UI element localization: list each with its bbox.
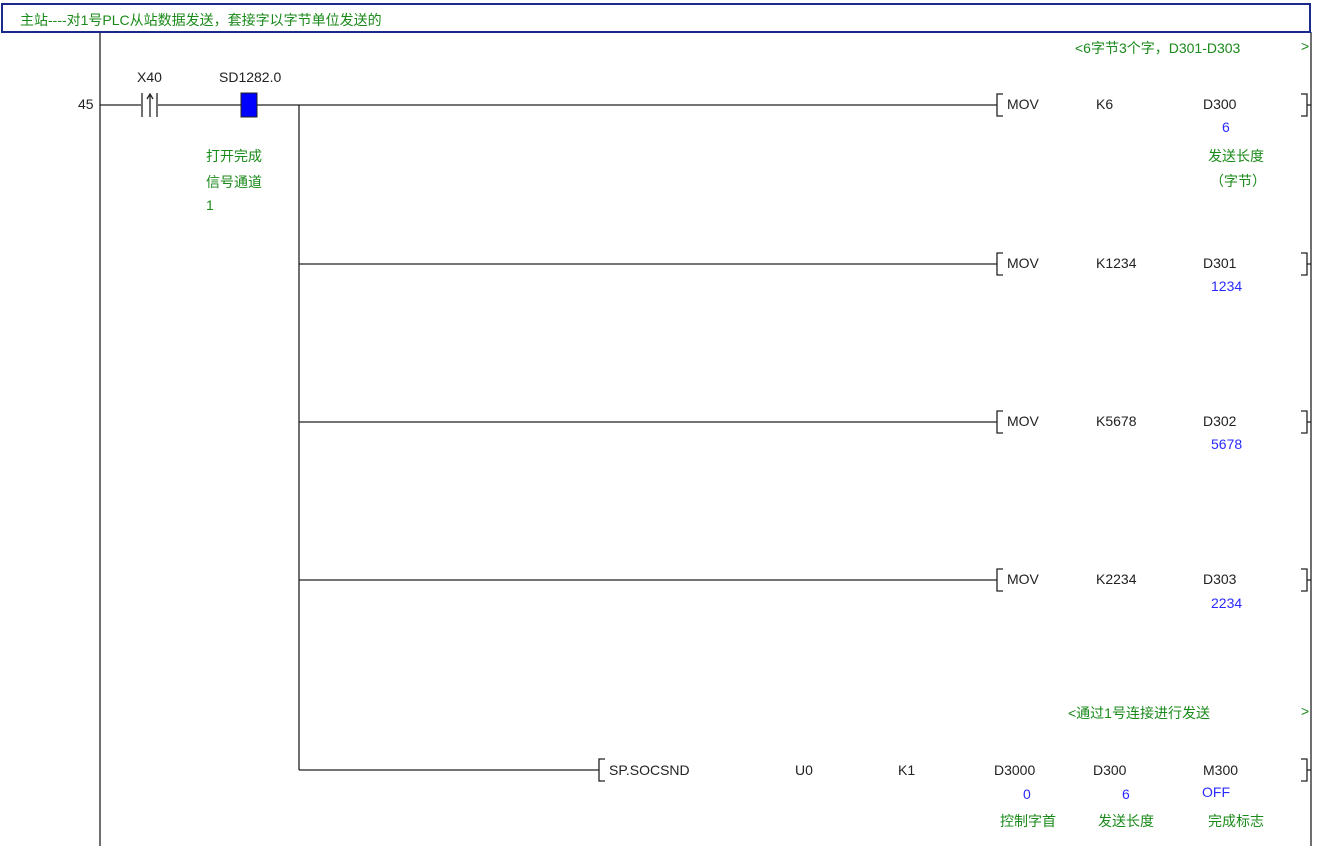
instruction-op: MOV [1007, 413, 1039, 429]
current-value: 0 [1023, 786, 1031, 802]
device-comment: 控制字首 [1000, 813, 1056, 829]
instruction-src: K1234 [1096, 255, 1137, 271]
instruction-op: SP.SOCSND [609, 762, 690, 778]
current-value: 5678 [1211, 436, 1243, 452]
device-comment: 1 [206, 197, 214, 213]
instruction-src: K6 [1096, 96, 1114, 112]
instruction-arg: M300 [1203, 762, 1239, 778]
instruction-op: MOV [1007, 571, 1039, 587]
device-comment: 信号通道 [206, 174, 262, 190]
device-comment: （字节） [1210, 173, 1266, 189]
instruction-dst: D300 [1203, 96, 1237, 112]
instruction-arg: K1 [898, 762, 916, 778]
instruction-op: MOV [1007, 255, 1039, 271]
current-value: 6 [1222, 119, 1230, 135]
contact-on-icon[interactable] [240, 92, 258, 118]
current-value: OFF [1202, 784, 1230, 800]
instruction-arg: D300 [1093, 762, 1127, 778]
contact-device-x40[interactable]: X40 [137, 69, 162, 85]
instruction-src: K2234 [1096, 571, 1137, 587]
device-comment: 打开完成 [206, 148, 262, 164]
instruction-src: K5678 [1096, 413, 1137, 429]
instruction-dst: D302 [1203, 413, 1237, 429]
instruction-dst: D303 [1203, 571, 1237, 587]
instruction-arg: D3000 [994, 762, 1036, 778]
current-value: 1234 [1211, 278, 1243, 294]
current-value: 2234 [1211, 595, 1243, 611]
rising-edge-contact-icon[interactable] [141, 92, 158, 117]
rung-comment-box[interactable]: 主站----对1号PLC从站数据发送，套接字以字节单位发送的 [1, 3, 1311, 33]
instruction-arg: U0 [795, 762, 813, 778]
current-value: 6 [1122, 786, 1130, 802]
statement-end: > [1301, 703, 1310, 719]
statement-end: > [1301, 38, 1310, 54]
instruction-op: MOV [1007, 96, 1039, 112]
instruction-dst: D301 [1203, 255, 1237, 271]
rung-comment: 主站----对1号PLC从站数据发送，套接字以字节单位发送的 [20, 12, 382, 28]
step-number: 45 [78, 96, 94, 112]
device-comment: 发送长度 [1098, 813, 1154, 829]
statement-comment: <通过1号连接进行发送 [1068, 705, 1210, 721]
contact-device-sd1282[interactable]: SD1282.0 [219, 69, 282, 85]
device-comment: 发送长度 [1208, 148, 1264, 164]
device-comment: 完成标志 [1208, 813, 1264, 829]
statement-comment: <6字节3个字，D301-D303 [1075, 40, 1241, 56]
